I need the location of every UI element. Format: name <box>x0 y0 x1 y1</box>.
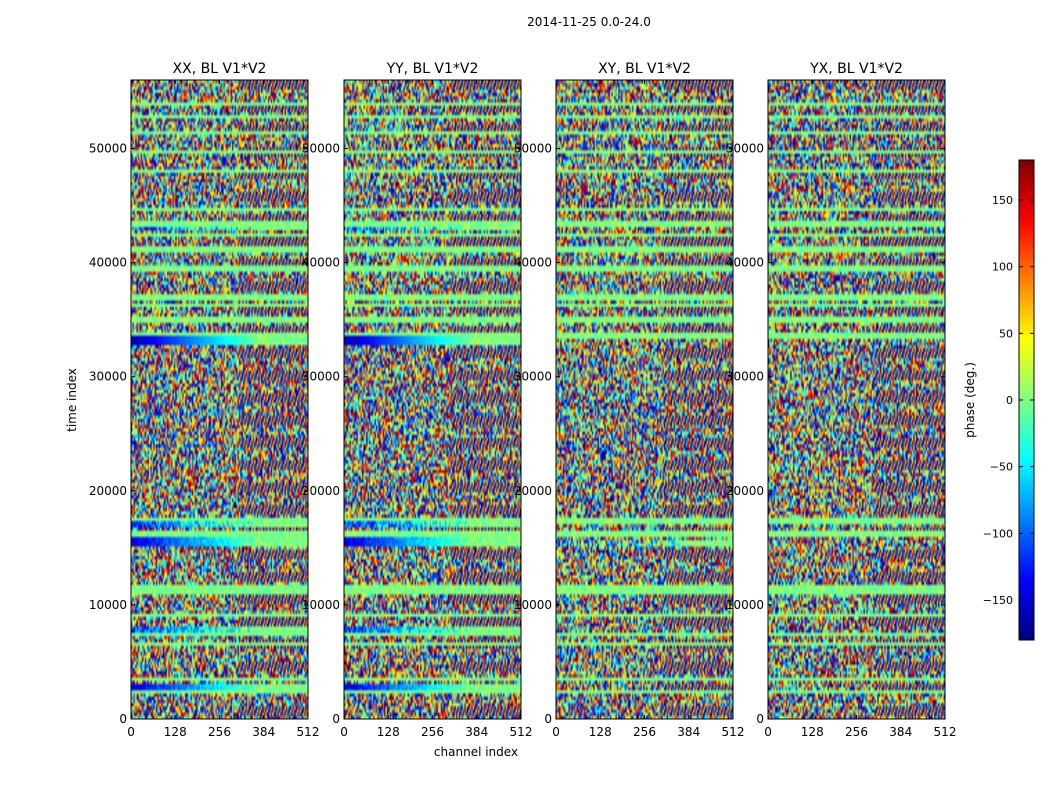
y-tick-label: 10000 <box>302 598 340 612</box>
y-tick-label: 40000 <box>514 256 552 270</box>
heatmap-image <box>344 80 521 719</box>
y-tick-label: 50000 <box>89 141 127 155</box>
x-tick-label: 384 <box>252 725 275 739</box>
heatmap-image <box>131 80 308 719</box>
panel-title: XX, BL V1*V2 <box>173 61 267 77</box>
colorbar-label: phase (deg.) <box>963 362 977 438</box>
y-tick-label: 30000 <box>514 370 552 384</box>
figure-title: 2014-11-25 0.0-24.0 <box>527 15 651 29</box>
y-tick-label: 50000 <box>302 141 340 155</box>
x-axis-label: channel index <box>434 745 518 759</box>
panel-0: XX, BL V1*V2 0 128 256 384 512 0 10000 20000 3000… <box>89 61 320 739</box>
x-tick-label: 128 <box>801 725 824 739</box>
y-tick-label: 0 <box>332 712 340 726</box>
colorbar-tick-label: −150 <box>983 594 1013 607</box>
y-axis-label: time index <box>65 368 79 432</box>
colorbar-tick-label: 50 <box>999 327 1013 340</box>
x-tick-label: 256 <box>633 725 656 739</box>
y-tick-label: 20000 <box>302 484 340 498</box>
x-tick-label: 0 <box>764 725 772 739</box>
x-tick-label: 512 <box>722 725 745 739</box>
colorbar-tick-label: 0 <box>1006 394 1013 407</box>
x-tick-label: 128 <box>164 725 187 739</box>
colorbar-tick-label: −100 <box>983 527 1013 540</box>
x-tick-label: 256 <box>208 725 231 739</box>
colorbar: −150 −100 −50 0 50 100 150 phase (deg.) <box>963 159 1035 641</box>
panel-1: YY, BL V1*V2 0 128 256 384 512 0 10000 20000 3000… <box>302 61 533 739</box>
y-tick-label: 40000 <box>302 256 340 270</box>
x-tick-label: 0 <box>552 725 560 739</box>
y-tick-label: 0 <box>756 712 764 726</box>
x-tick-label: 384 <box>465 725 488 739</box>
y-tick-label: 10000 <box>514 598 552 612</box>
x-tick-label: 128 <box>377 725 400 739</box>
x-tick-label: 0 <box>340 725 348 739</box>
y-tick-label: 30000 <box>89 370 127 384</box>
x-tick-label: 0 <box>127 725 135 739</box>
y-tick-label: 50000 <box>726 141 764 155</box>
panel-2: XY, BL V1*V2 0 128 256 384 512 0 10000 20000 3000… <box>514 61 745 739</box>
heatmap-image <box>768 80 945 719</box>
panel-3: YX, BL V1*V2 0 128 256 384 512 0 10000 20000 3000… <box>726 61 957 739</box>
x-tick-label: 256 <box>845 725 868 739</box>
panels: XX, BL V1*V2 0 128 256 384 512 0 10000 20000 3000… <box>89 61 957 739</box>
y-tick-label: 10000 <box>89 598 127 612</box>
x-tick-label: 256 <box>421 725 444 739</box>
panel-title: XY, BL V1*V2 <box>598 61 691 77</box>
y-tick-label: 50000 <box>514 141 552 155</box>
y-tick-label: 30000 <box>726 370 764 384</box>
y-tick-label: 40000 <box>89 256 127 270</box>
colorbar-tick-label: −50 <box>990 461 1013 474</box>
y-tick-label: 10000 <box>726 598 764 612</box>
y-tick-label: 0 <box>544 712 552 726</box>
x-tick-label: 512 <box>297 725 320 739</box>
y-tick-label: 20000 <box>514 484 552 498</box>
heatmap-image <box>556 80 733 719</box>
y-tick-label: 30000 <box>302 370 340 384</box>
x-tick-label: 384 <box>677 725 700 739</box>
y-tick-label: 40000 <box>726 256 764 270</box>
y-tick-label: 20000 <box>89 484 127 498</box>
x-tick-label: 384 <box>889 725 912 739</box>
panel-title: YX, BL V1*V2 <box>809 61 903 77</box>
colorbar-tick-label: 150 <box>992 194 1013 207</box>
y-tick-label: 0 <box>119 712 127 726</box>
panel-title: YY, BL V1*V2 <box>386 61 479 77</box>
x-tick-label: 512 <box>934 725 957 739</box>
colorbar-tick-label: 100 <box>992 261 1013 274</box>
y-tick-label: 20000 <box>726 484 764 498</box>
x-tick-label: 512 <box>510 725 533 739</box>
x-tick-label: 128 <box>589 725 612 739</box>
